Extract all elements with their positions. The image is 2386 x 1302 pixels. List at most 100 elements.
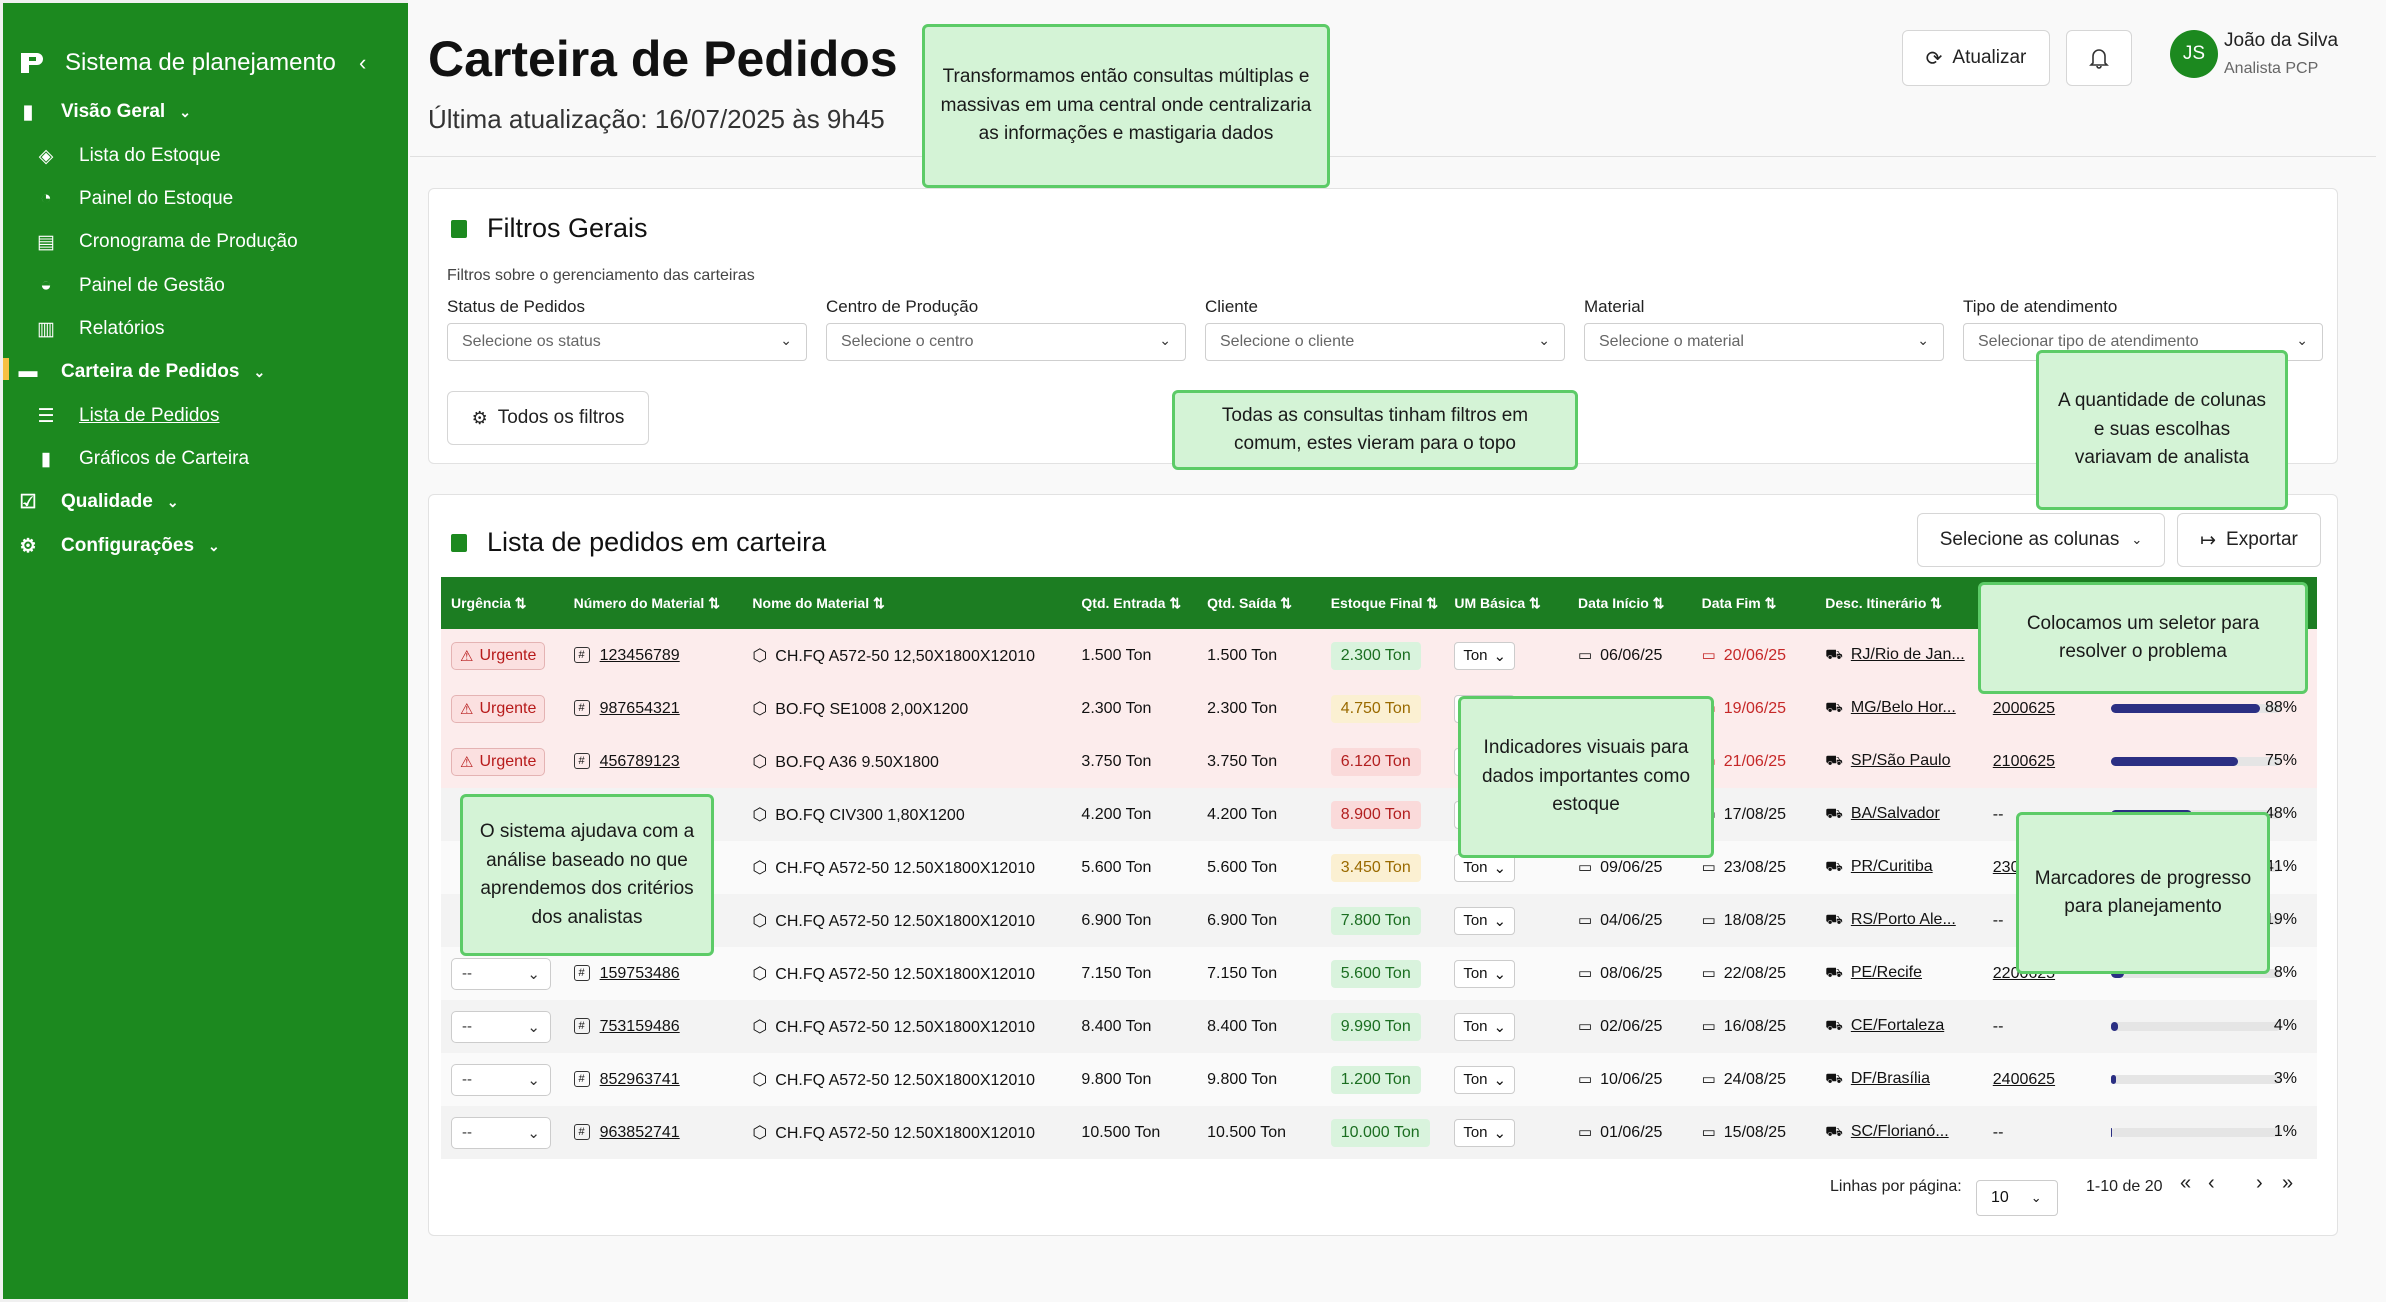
rows-per-page-select[interactable]: 10 ⌄ — [1976, 1180, 2058, 1216]
sidebar-item-10[interactable]: ☑ Qualidade ⌄ — [19, 485, 178, 519]
filter-select-3[interactable]: Selecione o cliente ⌄ — [1205, 323, 1565, 361]
route-link[interactable]: CE/Fortaleza — [1850, 1017, 1945, 1034]
route-link[interactable]: MG/Belo Hor... — [1850, 699, 1956, 716]
sort-icon[interactable]: ⇅ — [1422, 594, 1439, 611]
sidebar-item-6[interactable]: ▥ Relatórios — [37, 312, 165, 346]
material-number-link[interactable]: 852963741 — [599, 1070, 680, 1088]
table-row[interactable]: -- ⌄ #852963741 ⬡ CH.FQ A572-50 12.50X1800X1… — [441, 1053, 2317, 1106]
order-number[interactable]: -- — [1992, 1017, 2004, 1035]
material-number-link[interactable]: 123456789 — [599, 646, 680, 664]
cell-material-number: #753159486 — [563, 1000, 743, 1053]
order-number[interactable]: -- — [1992, 805, 2004, 823]
order-number[interactable]: -- — [1992, 911, 2004, 929]
sort-icon[interactable]: ⇅ — [510, 594, 527, 611]
column-header[interactable]: Qtd. Entrada ⇅ — [1071, 577, 1198, 629]
sidebar-item-4[interactable]: ▤ Cronograma de Produção — [37, 225, 298, 259]
um-select[interactable]: Ton ⌄ — [1454, 959, 1516, 988]
um-select[interactable]: Ton ⌄ — [1454, 1118, 1516, 1147]
hash-icon: # — [573, 1018, 590, 1035]
filter-select-4[interactable]: Selecione o material ⌄ — [1584, 323, 1944, 361]
table-row[interactable]: -- ⌄ #753159486 ⬡ CH.FQ A572-50 12.50X1800X1… — [441, 1000, 2317, 1053]
column-header[interactable]: Número do Material ⇅ — [563, 577, 743, 629]
sort-icon[interactable]: ⇅ — [1648, 594, 1665, 611]
sort-icon[interactable]: ⇅ — [1760, 594, 1777, 611]
user-role: Analista PCP — [2224, 60, 2319, 77]
route-link[interactable]: SP/São Paulo — [1850, 752, 1951, 769]
cell-qty-out: 2.300 Ton — [1197, 682, 1321, 735]
sidebar-item-2[interactable]: ◈ Lista do Estoque — [37, 139, 221, 173]
column-header[interactable]: Nome do Material ⇅ — [742, 577, 1072, 629]
um-value: Ton — [1463, 647, 1488, 664]
user-menu[interactable]: JS João da Silva Analista PCP — [2170, 30, 2338, 78]
order-number[interactable]: 2100625 — [1992, 752, 2056, 770]
sort-icon[interactable]: ⇅ — [1926, 594, 1942, 611]
material-number-link[interactable]: 753159486 — [599, 1017, 680, 1035]
column-header[interactable]: UM Básica ⇅ — [1444, 577, 1568, 629]
route-link[interactable]: DF/Brasília — [1850, 1070, 1930, 1087]
route-link[interactable]: PR/Curitiba — [1850, 858, 1933, 875]
route-link[interactable]: RJ/Rio de Jan... — [1850, 646, 1965, 663]
column-header[interactable]: Desc. Itinerário ⇅ — [1815, 577, 1983, 629]
column-header[interactable]: Data Início ⇅ — [1567, 577, 1692, 629]
column-header[interactable]: Urgência ⇅ — [441, 577, 564, 629]
order-number[interactable]: 2400625 — [1992, 1070, 2056, 1088]
filter-select-1[interactable]: Selecione os status ⌄ — [447, 323, 807, 361]
gear-icon: ⚙ — [19, 535, 37, 557]
urgency-select[interactable]: -- ⌄ — [451, 1063, 551, 1096]
sort-icon[interactable]: ⇅ — [1165, 594, 1182, 611]
order-number[interactable]: 2000625 — [1992, 699, 2056, 717]
material-number-link[interactable]: 456789123 — [599, 752, 680, 770]
stock-badge: 4.750 Ton — [1330, 694, 1421, 723]
table-row[interactable]: ⚠ Urgente #456789123 ⬡ BO.FQ A36 9.50X1800 3.… — [441, 735, 2317, 788]
sidebar-item-5[interactable]: ◒ Painel de Gestão — [37, 269, 225, 303]
last-page-icon[interactable]: » — [2282, 1172, 2294, 1194]
sidebar-item-9[interactable]: ▮ Gráficos de Carteira — [37, 442, 249, 476]
urgency-select[interactable]: -- ⌄ — [451, 1010, 551, 1043]
notifications-button[interactable] — [2066, 30, 2132, 86]
material-number-link[interactable]: 987654321 — [599, 699, 680, 717]
um-select[interactable]: Ton ⌄ — [1454, 1012, 1516, 1041]
cell-um: Ton ⌄ — [1444, 1106, 1568, 1159]
refresh-button[interactable]: ⟳ Atualizar — [1902, 30, 2050, 86]
filter-select-2[interactable]: Selecione o centro ⌄ — [826, 323, 1186, 361]
sort-icon[interactable]: ⇅ — [704, 594, 720, 611]
first-page-icon[interactable]: « — [2180, 1172, 2192, 1194]
um-select[interactable]: Ton ⌄ — [1454, 1065, 1516, 1094]
route-link[interactable]: RS/Porto Ale... — [1850, 911, 1956, 928]
sidebar-item-8[interactable]: ☰ Lista de Pedidos — [37, 399, 219, 433]
route-link[interactable]: PE/Recife — [1850, 964, 1922, 981]
filter-label: Material — [1584, 297, 1645, 316]
order-number[interactable]: -- — [1992, 1123, 2004, 1141]
sidebar-item-3[interactable]: ◔ Painel do Estoque — [37, 182, 233, 216]
route-link[interactable]: BA/Salvador — [1850, 805, 1940, 822]
sidebar-item-11[interactable]: ⚙ Configurações ⌄ — [19, 529, 219, 563]
column-header[interactable]: Data Fim ⇅ — [1691, 577, 1816, 629]
chevron-left-icon[interactable]: ‹ — [359, 50, 367, 75]
um-select[interactable]: Ton ⌄ — [1454, 853, 1516, 882]
sidebar-item-7[interactable]: ▬ Carteira de Pedidos ⌄ — [19, 355, 266, 389]
column-header[interactable]: Qtd. Saída ⇅ — [1197, 577, 1321, 629]
material-number-link[interactable]: 963852741 — [599, 1123, 680, 1141]
all-filters-button[interactable]: ⚙ Todos os filtros — [447, 391, 649, 445]
sort-icon[interactable]: ⇅ — [869, 594, 885, 611]
select-columns-button[interactable]: Selecione as colunas ⌄ — [1917, 513, 2165, 567]
urgency-value: -- — [462, 1018, 472, 1035]
cell-order-progress: -- 1% — [1982, 1106, 2317, 1159]
route-link[interactable]: SC/Florianó... — [1850, 1123, 1949, 1140]
chevron-down-icon: ⌄ — [2131, 532, 2143, 547]
um-select[interactable]: Ton ⌄ — [1454, 906, 1516, 935]
page-title: Carteira de Pedidos — [428, 31, 898, 87]
sort-icon[interactable]: ⇅ — [1525, 594, 1541, 611]
urgency-select[interactable]: -- ⌄ — [451, 957, 551, 990]
prev-page-icon[interactable]: ‹ — [2208, 1172, 2215, 1194]
export-button[interactable]: ↦ Exportar — [2177, 513, 2321, 567]
column-header[interactable]: Estoque Final ⇅ — [1320, 577, 1445, 629]
next-page-icon[interactable]: › — [2256, 1172, 2263, 1194]
sidebar-item-1[interactable]: ▮ Visão Geral ⌄ — [19, 95, 191, 129]
cell-um: Ton ⌄ — [1444, 1000, 1568, 1053]
table-row[interactable]: -- ⌄ #963852741 ⬡ CH.FQ A572-50 12.50X1800X1… — [441, 1106, 2317, 1159]
sort-icon[interactable]: ⇅ — [1276, 594, 1292, 611]
material-number-link[interactable]: 159753486 — [599, 964, 680, 982]
um-select[interactable]: Ton ⌄ — [1454, 641, 1516, 670]
urgency-select[interactable]: -- ⌄ — [451, 1116, 551, 1149]
